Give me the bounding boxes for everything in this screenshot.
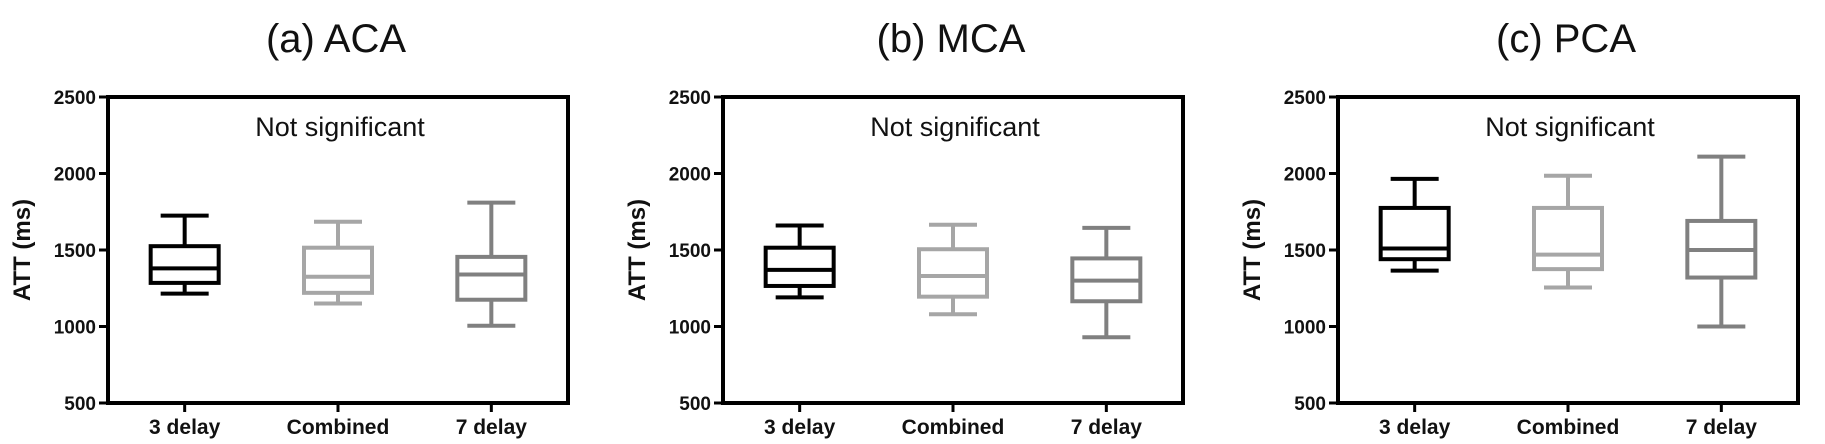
x-tick-label: Combined xyxy=(1517,416,1620,439)
box-2 xyxy=(1685,154,1758,329)
x-tick-label: 7 delay xyxy=(1686,416,1758,439)
iqr-box xyxy=(763,245,836,288)
y-tick-label: 2500 xyxy=(54,88,96,109)
x-tick-label: 3 delay xyxy=(1379,416,1451,439)
x-tick-label: 3 delay xyxy=(764,416,836,439)
box-1 xyxy=(302,219,374,306)
y-tick-label: 2000 xyxy=(54,165,96,186)
chart-panel-1: (b) MCA Not significant ATT (ms) 500 1000 150… xyxy=(624,17,1185,439)
significance-annotation: Not significant xyxy=(1485,112,1655,142)
panel-title: (a) ACA xyxy=(266,17,406,61)
iqr-box xyxy=(1378,205,1451,262)
y-tick-label: 2500 xyxy=(1284,88,1326,109)
iqr-box xyxy=(455,254,528,302)
significance-annotation: Not significant xyxy=(255,112,425,142)
panel-title: (c) PCA xyxy=(1496,17,1636,61)
box-1 xyxy=(1532,173,1604,290)
y-tick-label: 1500 xyxy=(54,241,96,262)
y-axis-label: ATT (ms) xyxy=(1239,199,1266,301)
y-tick-label: 500 xyxy=(64,394,96,415)
y-tick-label: 1000 xyxy=(54,318,96,339)
y-tick-label: 500 xyxy=(1294,394,1326,415)
iqr-box xyxy=(1532,205,1604,272)
plot-frame xyxy=(106,95,570,405)
chart-panel-2: (c) PCA Not significant ATT (ms) 500 1000 150… xyxy=(1239,17,1800,439)
panel-title: (b) MCA xyxy=(877,17,1026,61)
chart-panel-0: (a) ACA Not significant ATT (ms) 500 1000 150… xyxy=(9,17,570,439)
y-tick-label: 2500 xyxy=(669,88,711,109)
y-tick-label: 1500 xyxy=(1284,241,1326,262)
y-tick-label: 1000 xyxy=(1284,318,1326,339)
y-axis-label: ATT (ms) xyxy=(9,199,36,301)
iqr-box xyxy=(917,247,989,299)
box-0 xyxy=(763,223,836,300)
y-tick-label: 2000 xyxy=(669,165,711,186)
box-1 xyxy=(917,222,989,317)
x-tick-label: 7 delay xyxy=(1071,416,1143,439)
iqr-box xyxy=(148,244,221,285)
y-tick-label: 1500 xyxy=(669,241,711,262)
box-0 xyxy=(1378,176,1451,273)
y-axis-label: ATT (ms) xyxy=(624,199,651,301)
y-tick-label: 2000 xyxy=(1284,165,1326,186)
significance-annotation: Not significant xyxy=(870,112,1040,142)
x-tick-label: Combined xyxy=(902,416,1005,439)
x-tick-label: Combined xyxy=(287,416,390,439)
box-2 xyxy=(455,200,528,328)
y-tick-label: 500 xyxy=(679,394,711,415)
box-2 xyxy=(1070,225,1143,340)
iqr-box xyxy=(302,245,374,295)
x-tick-label: 7 delay xyxy=(456,416,528,439)
box-0 xyxy=(148,213,221,296)
x-tick-label: 3 delay xyxy=(149,416,221,439)
y-tick-label: 1000 xyxy=(669,318,711,339)
